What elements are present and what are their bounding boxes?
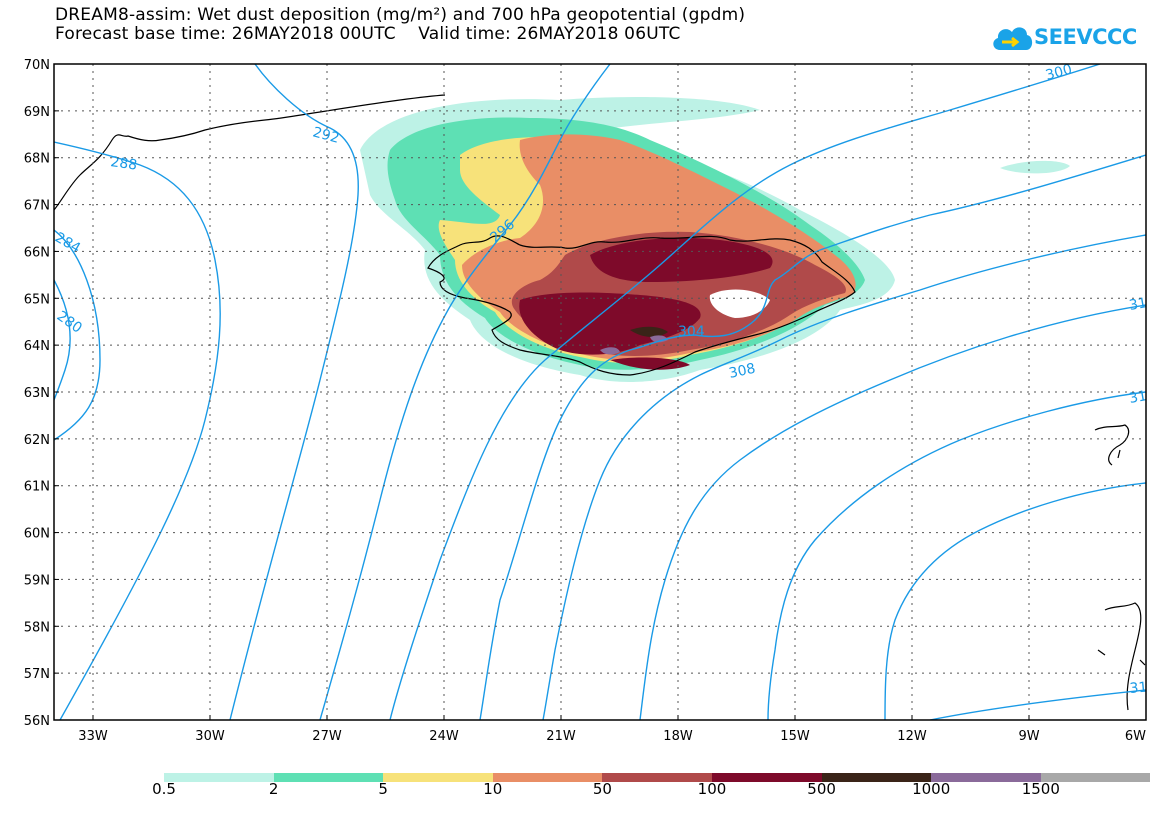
axis-ticks: 70N 69N 68N 67N 66N 65N 64N 63N 62N 61N 60N 59N 58N 5… — [24, 58, 1147, 744]
map-title: DREAM8-assim: Wet dust deposition (mg/m²… — [55, 6, 745, 44]
legend-swatch — [273, 773, 384, 782]
lon-tick-label: 12W — [897, 729, 927, 744]
legend-label: 50 — [592, 780, 612, 798]
lat-tick-label: 66N — [24, 245, 50, 260]
lat-tick-label: 60N — [24, 527, 50, 542]
lon-tick-label: 6W — [1125, 729, 1146, 744]
contour-308 — [542, 234, 1146, 720]
legend-label: 500 — [807, 780, 836, 798]
contour-label-31c: 31 — [1129, 679, 1148, 696]
legend-label: 10 — [483, 780, 503, 798]
lon-tick-label: 15W — [780, 729, 810, 744]
title-line-2: Forecast base time: 26MAY2018 00UTC Vali… — [55, 24, 681, 44]
legend-swatch — [821, 773, 932, 782]
lat-tick-label: 63N — [24, 386, 50, 401]
logo-text: SEEVCCC — [1034, 25, 1137, 49]
title-line-1: DREAM8-assim: Wet dust deposition (mg/m²… — [55, 5, 746, 25]
legend-swatch — [164, 773, 274, 782]
contour-label-304: 304 — [678, 324, 705, 340]
lat-tick-label: 58N — [24, 620, 50, 635]
contour-label-31b: 31 — [1128, 388, 1148, 407]
dust-gap — [709, 289, 770, 318]
legend-label: 2 — [268, 780, 279, 798]
contour-320 — [929, 689, 1146, 720]
dust-level-500 — [630, 326, 668, 337]
graticule — [54, 64, 1146, 720]
contour-312b — [767, 391, 1146, 720]
legend-label: 1000 — [912, 780, 951, 798]
legend-swatch — [931, 773, 1041, 782]
dust-level-0-5-patch — [1000, 160, 1070, 174]
legend-swatch — [492, 773, 603, 782]
lon-tick-label: 30W — [195, 729, 225, 744]
lat-tick-label: 56N — [24, 714, 50, 729]
contour-280 — [54, 279, 71, 401]
lat-tick-label: 67N — [24, 199, 50, 214]
lat-tick-label: 62N — [24, 433, 50, 448]
legend-swatch — [602, 773, 712, 782]
legend-swatch — [383, 773, 493, 782]
scotland-coast — [1097, 602, 1146, 711]
lat-tick-label: 64N — [24, 339, 50, 354]
legend-swatch — [711, 773, 822, 782]
legend-label: 1500 — [1021, 780, 1060, 798]
iceland-coast — [427, 235, 856, 376]
lon-tick-label: 33W — [78, 729, 108, 744]
dust-level-100 — [519, 237, 773, 370]
lat-tick-label: 57N — [24, 667, 50, 682]
lon-tick-label: 9W — [1018, 729, 1039, 744]
dust-level-1000 — [600, 335, 668, 355]
contour-label-292: 292 — [311, 124, 341, 146]
contour-284 — [54, 229, 101, 441]
lon-tick-label: 24W — [429, 729, 459, 744]
contour-304 — [479, 154, 1146, 720]
greenland-coast — [54, 94, 446, 211]
lat-tick-label: 68N — [24, 152, 50, 167]
contour-292 — [229, 64, 359, 720]
legend-label: 0.5 — [152, 780, 176, 798]
lon-tick-label: 27W — [312, 729, 342, 744]
contour-label-308: 308 — [728, 361, 757, 382]
lat-tick-label: 61N — [24, 480, 50, 495]
contour-label-288: 288 — [109, 154, 138, 174]
legend-label: 100 — [697, 780, 727, 798]
legend — [164, 773, 1151, 782]
contour-label-31a: 31 — [1128, 295, 1148, 314]
contour-label-300: 300 — [1044, 61, 1074, 83]
legend-label: 5 — [378, 780, 388, 798]
lat-tick-label: 59N — [24, 573, 50, 588]
coastlines — [54, 94, 1146, 711]
legend-colorbar — [164, 773, 1151, 782]
lon-tick-label: 18W — [663, 729, 693, 744]
seevccc-logo: SEEVCCC — [990, 20, 1137, 60]
contour-300 — [389, 64, 1101, 720]
lat-tick-label: 65N — [24, 292, 50, 307]
legend-swatch — [1040, 773, 1151, 782]
lat-tick-label: 70N — [24, 58, 50, 73]
faroe-coast — [1094, 424, 1130, 466]
dust-deposition-shading — [360, 97, 1070, 382]
contour-288 — [54, 141, 221, 720]
lat-tick-label: 69N — [24, 105, 50, 120]
geopotential-contours — [54, 64, 1146, 720]
contour-296 — [319, 64, 611, 720]
contour-316 — [884, 482, 1146, 720]
contour-312a — [639, 304, 1146, 720]
cloud-icon — [993, 27, 1033, 50]
lon-tick-label: 21W — [546, 729, 576, 744]
